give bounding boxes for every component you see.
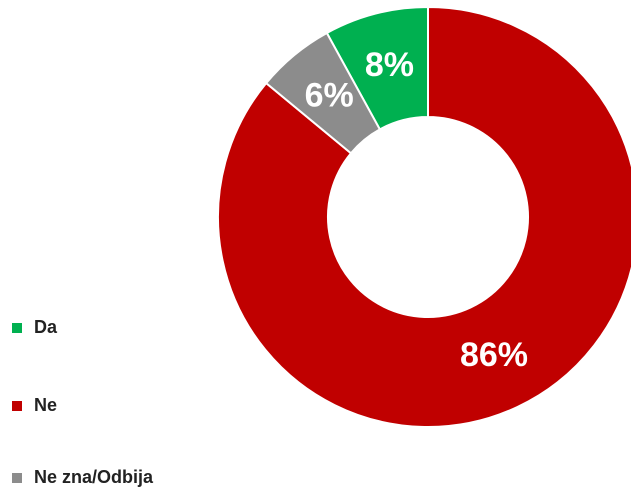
data-label: 6% — [305, 77, 354, 115]
legend-label: Ne zna/Odbija — [34, 467, 154, 487]
data-label: 8% — [365, 46, 414, 84]
donut-slice — [217, 5, 631, 428]
legend-swatch — [12, 473, 22, 483]
legend-swatch — [12, 401, 22, 411]
legend-label: Ne — [34, 395, 57, 415]
donut-slice — [264, 31, 382, 155]
legend-label: Da — [34, 317, 58, 337]
legend-swatch — [12, 323, 22, 333]
data-label: 86% — [460, 336, 528, 374]
